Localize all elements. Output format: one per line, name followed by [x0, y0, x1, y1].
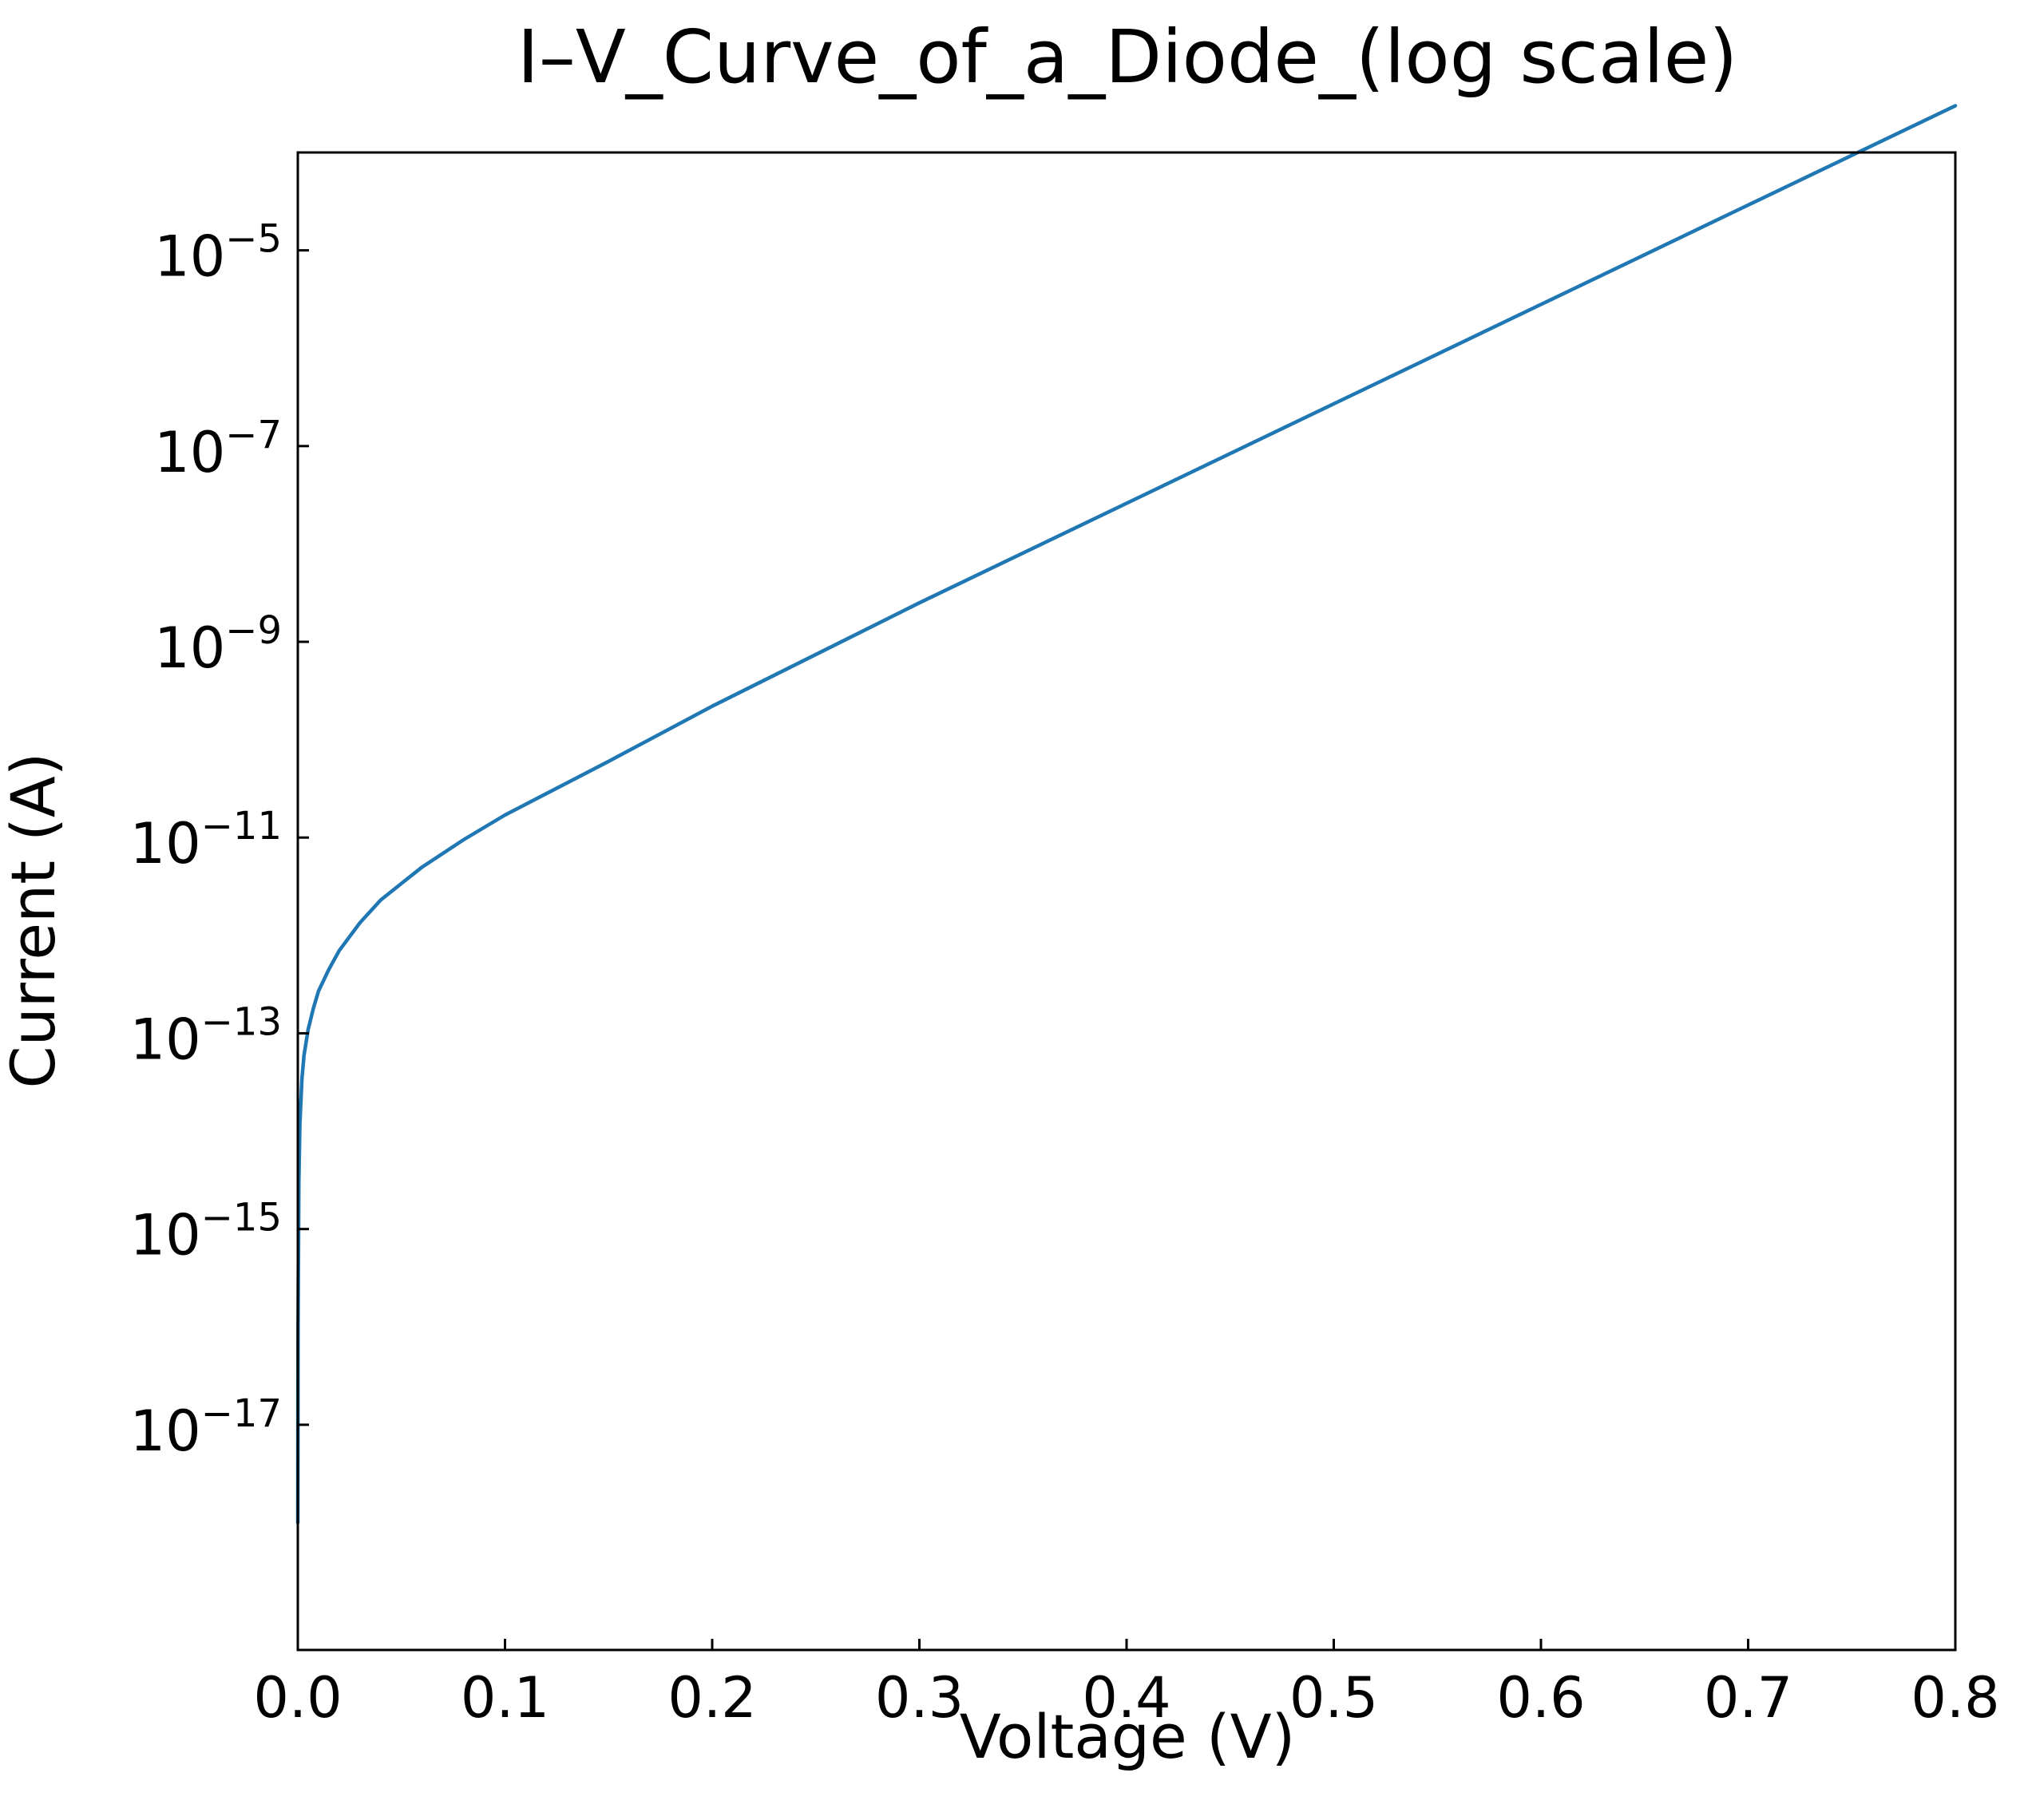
y-tick-label: 10−13 [130, 999, 282, 1072]
series-line [295, 104, 1958, 1525]
y-tick-exponent: −9 [225, 608, 282, 653]
y-tick-exponent: −5 [225, 217, 282, 262]
y-tick-label: 10−17 [130, 1391, 282, 1464]
y-tick-exponent: −11 [201, 804, 282, 849]
y-tick-exponent: −7 [225, 413, 282, 457]
y-tick-label: 10−9 [154, 608, 282, 681]
x-tick-label: 0.8 [1911, 1665, 1999, 1731]
x-tick-label: 0.6 [1496, 1665, 1585, 1731]
x-tick-label: 0.1 [461, 1665, 549, 1731]
y-axis-label: Current (A) [0, 753, 69, 1089]
y-tick-exponent: −15 [201, 1196, 282, 1240]
y-tick-base: 10 [154, 615, 225, 681]
chart-title: I–V_Curve_of_a_Diode_(log scale) [517, 14, 1738, 100]
y-tick-label: 10−15 [130, 1196, 282, 1268]
y-tick-label: 10−7 [154, 413, 282, 485]
y-tick-label: 10−5 [154, 217, 282, 290]
plot-frame [296, 151, 1957, 1652]
y-tick-base: 10 [130, 811, 201, 876]
y-tick-exponent: −17 [201, 1391, 282, 1436]
y-tick-exponent: −13 [201, 999, 282, 1044]
y-tick-base: 10 [154, 224, 225, 290]
x-tick-label: 0.4 [1082, 1665, 1170, 1731]
y-tick-base: 10 [130, 1399, 201, 1464]
x-tick-label: 0.3 [875, 1665, 964, 1731]
plot-area [295, 104, 1958, 1652]
y-tick-label: 10−11 [130, 804, 282, 876]
y-tick-base: 10 [130, 1203, 201, 1268]
x-tick-label: 0.2 [667, 1665, 756, 1731]
y-tick-base: 10 [154, 420, 225, 485]
x-tick-label: 0.0 [253, 1665, 342, 1731]
y-tick-base: 10 [130, 1007, 201, 1072]
x-tick-label: 0.5 [1289, 1665, 1378, 1731]
x-axis-label: Voltage (V) [960, 1701, 1296, 1772]
x-tick-label: 0.7 [1704, 1665, 1792, 1731]
x-axis: 0.0 0.1 0.2 0.3 0.4 0.5 0.6 0.7 0.8 [253, 1639, 2000, 1731]
